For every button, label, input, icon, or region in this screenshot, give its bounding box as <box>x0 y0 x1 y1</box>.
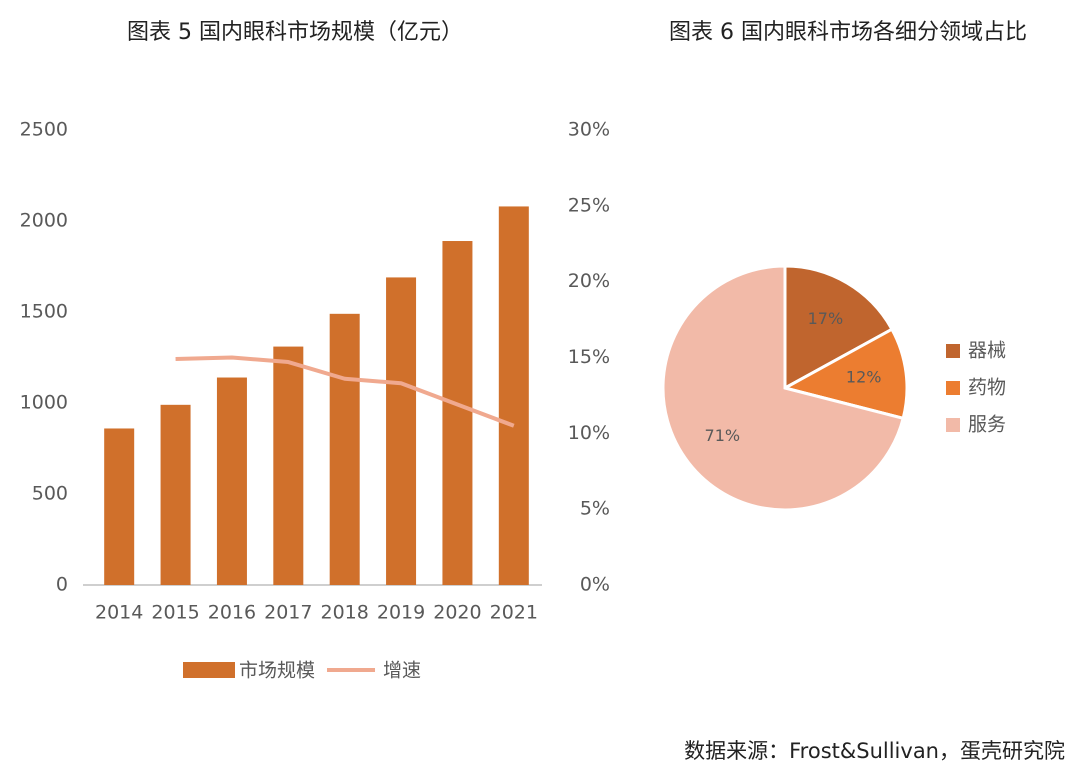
y-tick-label: 1500 <box>20 301 68 323</box>
x-tick-label: 2017 <box>264 602 312 624</box>
y-tick-label: 1000 <box>20 392 68 414</box>
y2-tick-label: 0% <box>580 574 610 596</box>
legend-label: 市场规模 <box>239 660 315 682</box>
data-label: 17% <box>808 309 844 328</box>
y2-tick-label: 30% <box>568 119 610 141</box>
bar <box>273 346 304 585</box>
y2-tick-label: 25% <box>568 194 610 216</box>
bar <box>498 206 529 585</box>
y2-tick-label: 20% <box>568 270 610 292</box>
x-tick-label: 2016 <box>208 602 256 624</box>
y-tick-label: 0 <box>56 574 68 596</box>
bar <box>329 313 360 585</box>
x-tick-label: 2020 <box>433 602 481 624</box>
legend-swatch <box>946 344 960 358</box>
legend-label: 药物 <box>968 377 1006 399</box>
bar <box>104 428 135 585</box>
y2-tick-label: 15% <box>568 346 610 368</box>
y-tick-label: 2000 <box>20 210 68 232</box>
x-tick-label: 2015 <box>151 602 199 624</box>
y-tick-label: 2500 <box>20 119 68 141</box>
chart-title: 图表 6 国内眼科市场各细分领域占比 <box>669 20 1027 45</box>
legend-swatch <box>946 381 960 395</box>
line <box>175 355 515 428</box>
legend-swatch <box>946 418 960 432</box>
y-tick-label: 500 <box>32 483 68 505</box>
bar <box>216 377 247 585</box>
legend-label: 器械 <box>968 340 1006 362</box>
x-tick-label: 2021 <box>490 602 538 624</box>
legend-swatch <box>183 662 235 678</box>
pie-slice <box>780 327 909 421</box>
data-label: 71% <box>705 426 741 445</box>
data-label: 12% <box>846 368 882 387</box>
x-tick-label: 2014 <box>95 602 143 624</box>
x-tick-label: 2019 <box>377 602 425 624</box>
bar <box>386 277 417 585</box>
x-tick-label: 2018 <box>321 602 369 624</box>
chart-title: 图表 5 国内眼科市场规模（亿元） <box>127 20 463 45</box>
source-note: 数据来源：Frost&Sullivan，蛋壳研究院 <box>684 739 1065 763</box>
legend-label: 增速 <box>383 660 421 682</box>
y2-tick-label: 5% <box>580 498 610 520</box>
bar <box>160 404 191 585</box>
y2-tick-label: 10% <box>568 422 610 444</box>
pie-slice <box>783 264 894 391</box>
legend-label: 服务 <box>968 414 1006 436</box>
bar <box>442 241 473 585</box>
pie-slice <box>661 264 905 512</box>
